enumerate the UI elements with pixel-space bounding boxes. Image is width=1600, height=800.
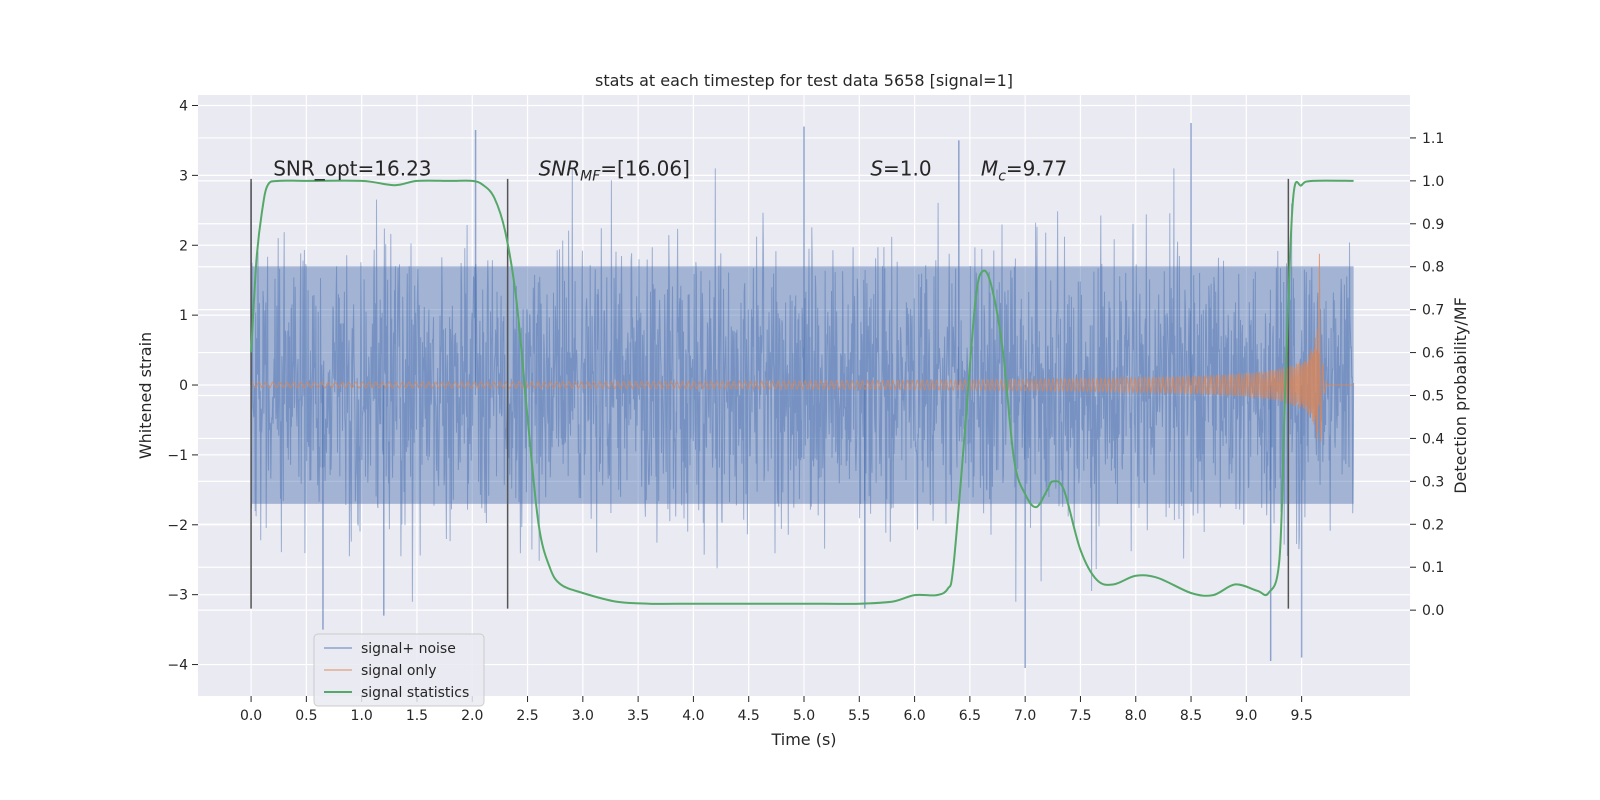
chirp-trace: [250, 253, 1354, 442]
y2-tick-label: 0.1: [1422, 560, 1444, 576]
y-tick-label: 3: [179, 168, 188, 184]
y2-tick-label: 0.8: [1422, 260, 1444, 276]
noise-core-band: [251, 266, 1354, 504]
x-tick-label: 1.0: [351, 708, 373, 724]
x-tick-label: 2.0: [461, 708, 483, 724]
x-tick-label: 9.0: [1235, 708, 1257, 724]
legend-box: [313, 633, 485, 707]
y2-tick-label: 0.0: [1422, 603, 1444, 619]
y-tick-label: 4: [179, 98, 188, 114]
annotation: SNR_opt=16.23: [273, 156, 431, 180]
legend-label-signal-only: signal only: [361, 663, 436, 679]
y-axis-label: Whitened strain: [136, 332, 155, 459]
y-tick-label: 1: [179, 308, 188, 324]
noise-trace: [250, 168, 1355, 602]
x-tick-label: 6.0: [903, 708, 925, 724]
chart-title: stats at each timestep for test data 565…: [595, 71, 1013, 90]
y2-axis-ticks: 1.1 1.0 0.9 0.8 0.7 0.6 0.5 0.4 0.3 0.2 0.1 0.0: [1410, 131, 1444, 619]
x-axis-label: Time (s): [770, 730, 836, 749]
y2-tick-label: 0.5: [1422, 389, 1444, 405]
y-tick-label: 0: [179, 378, 188, 394]
x-tick-label: 1.5: [406, 708, 428, 724]
legend-label-signal-statistics: signal statistics: [361, 685, 469, 701]
vertical-markers: [250, 178, 1290, 609]
y2-tick-label: 0.6: [1422, 346, 1444, 362]
series-signal-noise: [250, 122, 1355, 669]
y2-tick-label: 0.3: [1422, 474, 1444, 490]
x-tick-label: 5.0: [793, 708, 815, 724]
x-tick-label: 5.5: [848, 708, 870, 724]
y2-tick-label: 0.2: [1422, 517, 1444, 533]
y2-tick-label: 1.1: [1422, 131, 1444, 147]
x-tick-label: 7.5: [1069, 708, 1091, 724]
series-signal-only: [250, 253, 1354, 442]
y2-tick-label: 1.0: [1422, 174, 1444, 190]
x-tick-label: 3.0: [572, 708, 594, 724]
y2-axis-label: Detection probability/MF: [1451, 297, 1470, 494]
y2-tick-label: 0.7: [1422, 303, 1444, 319]
x-tick-label: 0.5: [295, 708, 317, 724]
y2-tick-label: 0.9: [1422, 217, 1444, 233]
y-tick-label: −4: [167, 658, 188, 674]
annotation: SNRMF=[16.06]: [539, 156, 690, 184]
y-axis-ticks: 4 3 2 1 0 −1 −2 −3 −4: [167, 98, 198, 674]
x-tick-label: 2.5: [516, 708, 538, 724]
x-tick-label: 0.0: [240, 708, 262, 724]
statistics-curve: [250, 179, 1354, 605]
x-tick-label: 7.0: [1014, 708, 1036, 724]
annotation: Mc=9.77: [981, 156, 1067, 184]
legend-label-signal-noise: signal+ noise: [361, 641, 456, 657]
y2-tick-label: 0.4: [1422, 431, 1444, 447]
x-tick-label: 6.5: [959, 708, 981, 724]
y-tick-label: −1: [167, 448, 188, 464]
x-tick-label: 8.0: [1125, 708, 1147, 724]
x-axis-ticks: 0.0 0.5 1.0 1.5 2.0 2.5 3.0 3.5 4.0 4.5 5.0 5.5 6.0 6…: [240, 696, 1313, 724]
x-tick-label: 3.5: [627, 708, 649, 724]
x-tick-label: 4.5: [738, 708, 760, 724]
x-tick-label: 9.5: [1290, 708, 1312, 724]
annotations: SNR_opt=16.23 SNRMF=[16.06] S=1.0 Mc=9.77: [273, 156, 1067, 184]
y-tick-label: 2: [179, 238, 188, 254]
series-signal-statistics: [250, 179, 1354, 605]
legend: signal+ noise signal only signal statist…: [313, 633, 485, 707]
x-tick-label: 8.5: [1180, 708, 1202, 724]
y-tick-label: −2: [167, 518, 188, 534]
x-tick-label: 4.0: [682, 708, 704, 724]
annotation: S=1.0: [870, 156, 931, 180]
y-tick-label: −3: [167, 588, 188, 604]
